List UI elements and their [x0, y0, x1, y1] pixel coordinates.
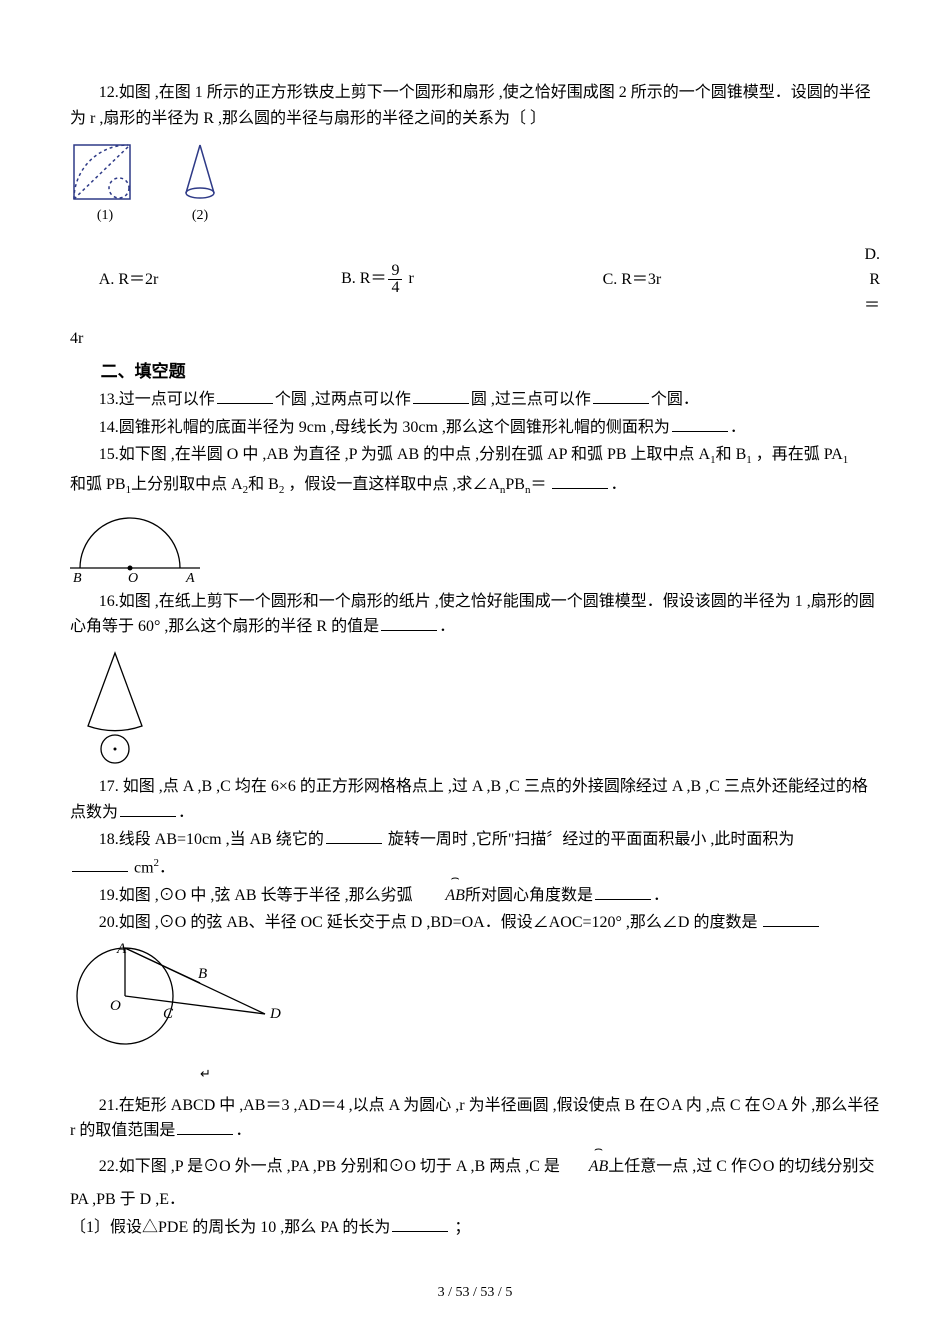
- q16-l1e: ．: [439, 618, 455, 635]
- blank: [72, 856, 128, 872]
- q14: 14.圆锥形礼帽的底面半径为 9cm ,母线长为 30cm ,那么这个圆锥形礼帽…: [70, 415, 880, 441]
- q22-l1a: 22.如下图 ,P 是⊙O 外一点 ,PA ,PB 分别和⊙O 切于 A ,B …: [99, 1158, 560, 1175]
- q13-p2: 个圆 ,过两点可以作: [275, 391, 411, 408]
- q16-l1: 16.如图 ,在纸上剪下一个圆形和一个扇形的纸片 ,使之恰好能围成一个圆锥模型．…: [70, 593, 875, 636]
- q22-s1b: ；: [450, 1219, 470, 1236]
- arc-ab-2: AB: [560, 1154, 608, 1180]
- q18-l1b: 旋转一周时 ,它所"扫描〞经过的平面面积最小 ,此时面积为: [384, 831, 795, 848]
- q19-p1: 19.如图 ,⊙O 中 ,弦 AB 长等于半径 ,那么劣弧: [99, 887, 417, 904]
- q13-p1: 13.过一点可以作: [99, 391, 215, 408]
- q15-l2b: 上分别取中点 A: [131, 476, 243, 493]
- q20-p1: 20.如图 ,⊙O 的弦 AB、半径 OC 延长交于点 D ,BD=OA．假设∠…: [99, 914, 762, 931]
- fraction-num: 9: [388, 263, 402, 280]
- q20: 20.如图 ,⊙O 的弦 AB、半径 OC 延长交于点 D ,BD=OA．假设∠…: [70, 910, 880, 936]
- blank: [120, 801, 176, 817]
- q13: 13.过一点可以作 个圆 ,过两点可以作 圆 ,过三点可以作 个圆．: [70, 387, 880, 413]
- q16: 16.如图 ,在纸上剪下一个圆形和一个扇形的纸片 ,使之恰好能围成一个圆锥模型．…: [70, 589, 880, 640]
- q19: 19.如图 ,⊙O 中 ,弦 AB 长等于半径 ,那么劣弧 AB所对圆心角度数是…: [70, 883, 880, 909]
- q22-sub1: 〔1〕假设△PDE 的周长为 10 ,那么 PA 的长为 ；: [70, 1215, 880, 1241]
- q15-line2: 和弧 PB1上分别取中点 A2和 B2 ，假设一直这样取中点 ,求∠AnPBn＝…: [70, 472, 880, 500]
- q17: 17. 如图 ,点 A ,B ,C 均在 6×6 的正方形网格格点上 ,过 A …: [70, 774, 880, 825]
- blank: [763, 911, 819, 927]
- fraction-9-4: 94: [388, 263, 402, 296]
- cone-icon: [180, 141, 220, 203]
- arc-ab: AB: [417, 883, 465, 909]
- q20-figure: A O B C D ↵: [70, 938, 880, 1087]
- svg-text:B: B: [198, 966, 207, 982]
- blank: [381, 615, 437, 631]
- q12-overflow: 4r: [70, 326, 880, 352]
- q15-l1a: 15.如下图 ,在半圆 O 中 ,AB 为直径 ,P 为弧 AB 的中点 ,分别…: [99, 446, 710, 463]
- q19-p3: ．: [653, 887, 669, 904]
- q12-fig2: (2): [180, 141, 220, 227]
- option-c: C. R＝3r: [603, 267, 864, 293]
- q21-l1e: ．: [235, 1122, 251, 1139]
- blank: [672, 416, 728, 432]
- square-with-sector-icon: [70, 141, 140, 203]
- q17-l1e: ．: [178, 804, 194, 821]
- q18-line1: 18.线段 AB=10cm ,当 AB 绕它的 旋转一周时 ,它所"扫描〞经过的…: [70, 827, 880, 853]
- q22-s1a: 〔1〕假设△PDE 的周长为 10 ,那么 PA 的长为: [70, 1219, 390, 1236]
- q14-p1: 14.圆锥形礼帽的底面半径为 9cm ,母线长为 30cm ,那么这个圆锥形礼帽…: [99, 419, 670, 436]
- q15-l1b: 和 B: [716, 446, 747, 463]
- sector-and-circle-icon: [70, 648, 170, 768]
- fraction-den: 4: [388, 280, 402, 296]
- arc-ab-2-text: AB: [589, 1158, 609, 1175]
- q21: 21.在矩形 ABCD 中 ,AB＝3 ,AD＝4 ,以点 A 为圆心 ,r 为…: [70, 1093, 880, 1144]
- option-a: A. R＝2r: [70, 267, 341, 293]
- q18-unit: cm: [130, 859, 154, 876]
- blank: [595, 884, 651, 900]
- q12-text: 12.如图 ,在图 1 所示的正方形铁皮上剪下一个圆形和扇形 ,使之恰好围成图 …: [70, 80, 880, 131]
- q12-fig1-label: (1): [70, 205, 140, 227]
- option-b-suffix: r: [404, 271, 413, 288]
- svg-text:O: O: [128, 571, 138, 583]
- q15-line1: 15.如下图 ,在半圆 O 中 ,AB 为直径 ,P 为弧 AB 的中点 ,分别…: [70, 442, 880, 470]
- q13-p3: 圆 ,过三点可以作: [471, 391, 591, 408]
- q22-l1b: 上任意一点 ,过 C 作⊙O 的切线分别交: [608, 1158, 874, 1175]
- blank: [552, 473, 608, 489]
- blank: [593, 388, 649, 404]
- q18-line2: cm2．: [70, 855, 880, 881]
- q12-fig2-label: (2): [180, 205, 220, 227]
- q15-l1c: ，再在弧 PA: [752, 446, 843, 463]
- q22-line2: PA ,PB 于 D ,E．: [70, 1187, 880, 1213]
- semicircle-icon: B O A: [70, 508, 200, 583]
- blank: [392, 1216, 448, 1232]
- svg-text:O: O: [110, 998, 121, 1014]
- svg-text:C: C: [163, 1006, 174, 1022]
- q12-options: A. R＝2r B. R＝94 r C. R＝3r D. R＝: [70, 242, 880, 319]
- option-d: D. R＝: [864, 242, 880, 319]
- q22-line1: 22.如下图 ,P 是⊙O 外一点 ,PA ,PB 分别和⊙O 切于 A ,B …: [70, 1154, 880, 1180]
- q15-l2c: 和 B: [248, 476, 279, 493]
- blank: [326, 828, 382, 844]
- arc-ab-text: AB: [445, 887, 465, 904]
- q13-p4: 个圆．: [651, 391, 699, 408]
- q15-l2f: ＝: [530, 476, 550, 493]
- q15-l2g: ．: [610, 476, 626, 493]
- blank: [217, 388, 273, 404]
- q14-p2: ．: [730, 419, 746, 436]
- option-b-prefix: B. R＝: [341, 271, 386, 288]
- option-b: B. R＝94 r: [341, 263, 602, 296]
- q16-figure: [70, 648, 880, 768]
- circle-chord-extend-icon: A O B C D: [70, 938, 290, 1058]
- svg-text:D: D: [269, 1006, 281, 1022]
- q18-l2e: ．: [159, 859, 175, 876]
- blank: [413, 388, 469, 404]
- page-footer: 3 / 53 / 53 / 5: [0, 1282, 950, 1304]
- svg-text:B: B: [73, 571, 82, 583]
- q18-l1a: 18.线段 AB=10cm ,当 AB 绕它的: [99, 831, 324, 848]
- carriage-return-icon: ↵: [200, 1064, 211, 1085]
- q12-fig1: (1): [70, 141, 140, 227]
- q19-p2: 所对圆心角度数是: [465, 887, 593, 904]
- q15-l2e: PB: [505, 476, 525, 493]
- q15-l2a: 和弧 PB: [70, 476, 126, 493]
- q15-l2d: ，假设一直这样取中点 ,求∠A: [284, 476, 500, 493]
- svg-text:A: A: [185, 571, 195, 583]
- section-2-header: 二、填空题: [70, 358, 880, 385]
- blank: [177, 1119, 233, 1135]
- q12-diagrams: (1) (2): [70, 141, 880, 227]
- q15-figure: B O A: [70, 508, 880, 583]
